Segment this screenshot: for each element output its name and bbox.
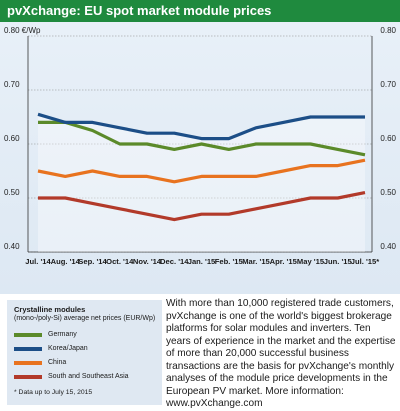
y-tick-label-left: 0.60 bbox=[4, 134, 20, 143]
chart-title: pvXchange: EU spot market module prices bbox=[0, 0, 400, 22]
legend-title: Crystalline modules bbox=[14, 305, 86, 314]
x-tick-label: Dec. '14 bbox=[160, 257, 189, 266]
legend: Crystalline modules (mono-/poly-Si) aver… bbox=[7, 300, 162, 405]
y-tick-label-right: 0.70 bbox=[380, 80, 396, 89]
chart-panel: 0.80 €/Wp 0.80 0.70 0.70 0.60 0.60 0.50 0.50 0.4… bbox=[0, 22, 400, 294]
series-line-south-and-southeast-asia bbox=[38, 191, 366, 222]
legend-swatch bbox=[14, 375, 42, 379]
legend-item-korea-japan: Korea/Japan bbox=[14, 344, 159, 354]
y-tick-label-left: 0.80 €/Wp bbox=[4, 26, 41, 35]
info-text: With more than 10,000 registered trade c… bbox=[166, 298, 396, 409]
y-tick-label-right: 0.50 bbox=[380, 188, 396, 197]
x-tick-label: Feb. '15 bbox=[215, 257, 244, 266]
x-tick-label: Apr. '15 bbox=[270, 257, 298, 266]
legend-item-south-and-southeast-asia: South and Southeast Asia bbox=[14, 372, 159, 382]
x-tick-label: Nov. '14 bbox=[133, 257, 162, 266]
series-area-korea-japan bbox=[38, 114, 365, 252]
legend-label: South and Southeast Asia bbox=[48, 373, 129, 380]
legend-subtitle: (mono-/poly-Si) average net prices (EUR/… bbox=[14, 315, 156, 322]
y-tick-label-right: 0.40 bbox=[380, 242, 396, 251]
x-tick-label: May '15 bbox=[297, 257, 325, 266]
x-tick-label: Aug. '14 bbox=[51, 257, 81, 266]
legend-label: Germany bbox=[48, 331, 77, 338]
y-tick-label-left: 0.40 bbox=[4, 242, 20, 251]
y-tick-label-right: 0.60 bbox=[380, 134, 396, 143]
x-tick-label: Oct. '14 bbox=[106, 257, 134, 266]
legend-note: * Data up to July 15, 2015 bbox=[14, 389, 93, 396]
legend-label: China bbox=[48, 359, 67, 366]
y-tick-label-right: 0.80 bbox=[380, 26, 396, 35]
legend-swatch bbox=[14, 333, 42, 337]
x-tick-label: Jan. '15 bbox=[188, 257, 216, 266]
series-line-germany bbox=[38, 120, 366, 157]
y-tick-label-left: 0.70 bbox=[4, 80, 20, 89]
y-tick-label-left: 0.50 bbox=[4, 188, 20, 197]
series-line-china bbox=[37, 158, 366, 184]
x-tick-label: Jul. '15* bbox=[351, 257, 379, 266]
x-tick-label: Sep. '14 bbox=[78, 257, 107, 266]
x-tick-label: Jul. '14 bbox=[25, 257, 51, 266]
x-tick-label: Mar. '15 bbox=[242, 257, 270, 266]
legend-swatch bbox=[14, 361, 42, 365]
x-tick-label: Jun. '15 bbox=[324, 257, 353, 266]
line-chart: 0.80 €/Wp 0.80 0.70 0.70 0.60 0.60 0.50 0.50 0.4… bbox=[4, 26, 397, 266]
legend-label: Korea/Japan bbox=[48, 345, 88, 352]
legend-swatch bbox=[14, 347, 42, 351]
legend-item-germany: Germany bbox=[14, 330, 159, 340]
legend-item-china: China bbox=[14, 358, 159, 368]
series-line-korea-japan bbox=[37, 112, 365, 141]
